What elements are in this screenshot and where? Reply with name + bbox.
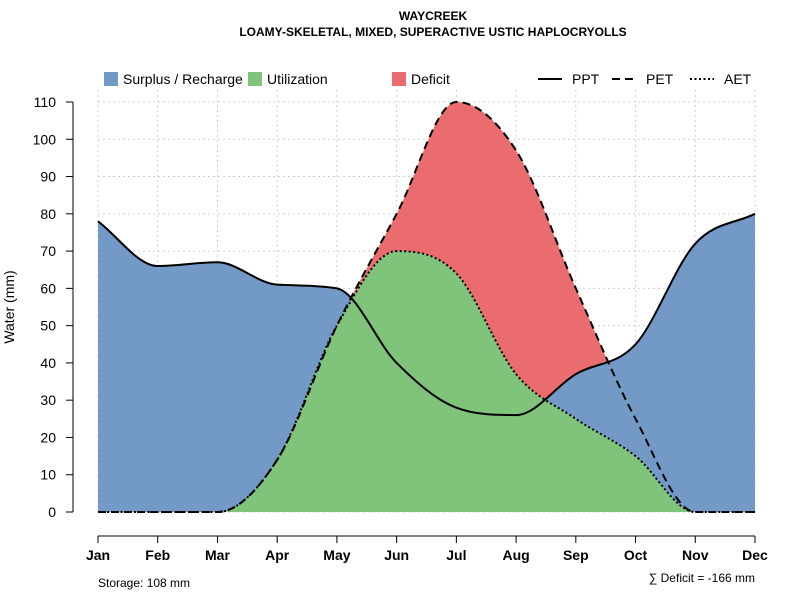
x-tick-label: Aug xyxy=(502,547,529,563)
legend-label: Surplus / Recharge xyxy=(123,71,243,87)
legend-item-pet: PET xyxy=(612,71,674,87)
chart-subtitle: LOAMY-SKELETAL, MIXED, SUPERACTIVE USTIC… xyxy=(239,25,626,39)
y-tick-label: 70 xyxy=(40,243,56,259)
legend-item-ppt: PPT xyxy=(538,71,600,87)
x-tick-label: Jun xyxy=(384,547,409,563)
y-axis-label: Water (mm) xyxy=(1,270,17,343)
legend-label: PPT xyxy=(572,71,600,87)
y-tick-label: 100 xyxy=(33,131,57,147)
y-tick-label: 40 xyxy=(40,355,56,371)
x-tick-label: Dec xyxy=(742,547,768,563)
x-tick-label: Jan xyxy=(86,547,110,563)
y-tick-label: 60 xyxy=(40,280,56,296)
legend-swatch xyxy=(248,72,262,86)
y-tick-label: 30 xyxy=(40,392,56,408)
x-tick-label: Apr xyxy=(265,547,290,563)
y-tick-label: 110 xyxy=(34,94,57,110)
x-tick-label: Jul xyxy=(446,547,466,563)
storage-annotation: Storage: 108 mm xyxy=(98,576,190,590)
deficit-annotation: ∑ Deficit = -166 mm xyxy=(649,571,755,585)
x-tick-label: Nov xyxy=(682,547,709,563)
y-tick-label: 80 xyxy=(40,206,56,222)
y-tick-label: 0 xyxy=(48,504,56,520)
x-tick-label: Oct xyxy=(624,547,648,563)
legend-swatch xyxy=(104,72,118,86)
utilization-area xyxy=(98,251,755,512)
area-fills xyxy=(98,102,755,512)
legend-swatch xyxy=(392,72,406,86)
y-tick-label: 90 xyxy=(40,169,56,185)
aet-line xyxy=(97,250,755,513)
legend-item-aet: AET xyxy=(690,71,752,87)
x-tick-label: May xyxy=(323,547,350,563)
legend-label: PET xyxy=(646,71,674,87)
x-tick-label: Sep xyxy=(563,547,589,563)
y-tick-label: 10 xyxy=(40,467,56,483)
legend: Surplus / Recharge Utilization Deficit PPT P… xyxy=(104,71,752,87)
legend-label: AET xyxy=(724,71,752,87)
x-tick-label: Feb xyxy=(145,547,170,563)
legend-item-surplus-recharge: Surplus / Recharge xyxy=(104,71,243,87)
legend-label: Deficit xyxy=(411,71,450,87)
series-lines xyxy=(97,100,756,513)
axes: 0 10 20 30 40 50 60 70 80 90 100 110 Jan Feb Mar Apr May… xyxy=(33,94,768,563)
y-tick-label: 50 xyxy=(40,318,56,334)
ppt-line xyxy=(97,212,756,417)
pet-line xyxy=(97,100,755,513)
x-tick-label: Mar xyxy=(205,547,230,563)
y-tick-label: 20 xyxy=(40,429,56,445)
legend-item-utilization: Utilization xyxy=(248,71,328,87)
legend-item-deficit: Deficit xyxy=(392,71,450,87)
legend-label: Utilization xyxy=(267,71,328,87)
chart-title: WAYCREEK xyxy=(399,9,468,23)
